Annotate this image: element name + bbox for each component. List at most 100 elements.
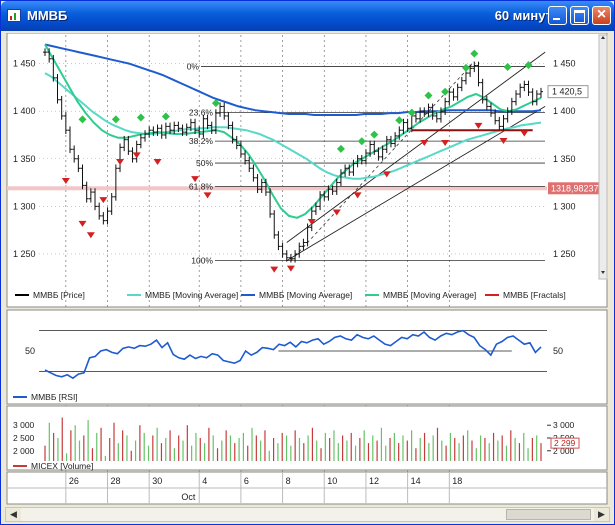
fractal-up-marker [395, 116, 404, 125]
channel-lower [286, 106, 546, 262]
scroll-down-arrow-icon [601, 271, 605, 274]
volume-y-tick-right: 2 000 [553, 446, 575, 456]
date-label: 4 [202, 476, 207, 486]
rsi-line [44, 329, 542, 380]
date-label: 8 [286, 476, 291, 486]
volume-y-tick-left: 2 000 [13, 446, 35, 456]
fractal-up-marker [441, 87, 450, 96]
legend-label-rsi: ММВБ [RSI] [31, 392, 78, 402]
fib-level-label: 100% [191, 256, 213, 266]
fractal-down-marker [307, 218, 316, 225]
fractal-down-marker [420, 139, 429, 146]
legend-label-price: ММВБ [Moving Average] [259, 290, 352, 300]
fractal-up-marker [407, 108, 416, 117]
legend-label-volume: MICEX [Volume] [31, 461, 93, 471]
fractal-down-marker [441, 139, 450, 146]
title-bar[interactable]: ММВБ 60 минут [1, 1, 614, 31]
date-label: 30 [152, 476, 162, 486]
maximize-button[interactable] [570, 6, 589, 25]
level-band [7, 186, 547, 191]
ma-fast-line [44, 44, 542, 219]
scroll-thumb[interactable] [506, 509, 591, 520]
scroll-up-arrow-icon [601, 36, 605, 39]
price-y-tick-left: 1 300 [13, 201, 36, 211]
price-label: 1 420,5 [552, 87, 582, 97]
fractal-down-marker [203, 192, 212, 199]
fractal-down-marker [116, 159, 125, 165]
price-y-tick-right: 1 250 [553, 249, 576, 259]
horizontal-scrollbar[interactable]: ◀ ▶ [5, 507, 610, 522]
date-label: 6 [244, 476, 249, 486]
volume-y-tick-left: 2 500 [13, 433, 35, 443]
scroll-right-arrow-icon[interactable]: ▶ [594, 508, 609, 521]
fractal-up-marker [470, 49, 479, 58]
fractal-up-marker [357, 137, 366, 146]
fractal-up-marker [211, 99, 220, 108]
rsi-panel [6, 309, 608, 405]
scroll-left-arrow-icon[interactable]: ◀ [6, 508, 21, 521]
fractal-up-marker [503, 62, 512, 71]
rsi-y-tick-right: 50 [553, 346, 563, 356]
fractal-down-marker [353, 192, 362, 199]
fib-level-label: 0% [187, 61, 200, 71]
date-label: 12 [369, 476, 379, 486]
price-y-tick-right: 1 350 [553, 154, 576, 164]
level-label-box [548, 182, 604, 195]
fractal-down-marker [99, 197, 108, 204]
volume-y-tick-right: 3 000 [553, 420, 575, 430]
close-button[interactable] [592, 6, 611, 25]
fractal-down-marker [191, 176, 200, 183]
price-y-tick-left: 1 450 [13, 59, 36, 69]
legend-label-price: ММВБ [Moving Average] [145, 290, 238, 300]
fractal-down-marker [78, 220, 87, 227]
price-y-tick-right: 1 450 [553, 59, 576, 69]
price-y-tick-left: 1 350 [13, 154, 36, 164]
price-y-tick-left: 1 250 [13, 249, 36, 259]
legend-label-price: ММВБ [Moving Average] [383, 290, 476, 300]
chart-area[interactable]: 1 450 1 450 1 400 1 400 1 350 1 350 1 300 1 300… [5, 33, 611, 505]
fractal-down-marker [382, 171, 391, 178]
level-label: 1318,98237 [551, 183, 599, 193]
date-label: 26 [69, 476, 79, 486]
fractal-down-marker [332, 209, 341, 216]
fractal-down-marker [153, 159, 162, 165]
window-title: ММВБ [27, 8, 68, 23]
fractal-down-marker [132, 152, 141, 159]
fractal-up-marker [78, 115, 87, 124]
channel-upper [286, 51, 546, 243]
date-label: 14 [411, 476, 421, 486]
ma-medium-line [44, 72, 542, 180]
timeframe-label[interactable]: 60 минут [494, 8, 552, 23]
minimize-button[interactable] [548, 6, 567, 25]
fractal-down-marker [474, 122, 483, 129]
fractal-down-marker [86, 232, 95, 239]
fractal-down-marker [499, 138, 508, 145]
price-vertical-scrollbar [598, 34, 608, 280]
fractal-up-marker [111, 115, 120, 124]
date-label: 10 [327, 476, 337, 486]
date-label: 18 [452, 476, 462, 486]
legend-label-price: ММВБ [Price] [33, 290, 85, 300]
price-y-tick-left: 1 400 [13, 106, 36, 116]
ma-slow-line [44, 43, 542, 116]
fib-level-label: 23.6% [189, 108, 214, 118]
fractal-down-marker [286, 265, 295, 272]
volume-current-label: 2 299 [554, 438, 576, 448]
fractal-up-marker [424, 91, 433, 100]
fractal-up-marker [370, 130, 379, 139]
price-y-tick-right: 1 400 [553, 106, 576, 116]
fractal-up-marker [336, 144, 345, 153]
fractal-down-marker [520, 130, 529, 137]
fractal-up-marker [161, 112, 170, 121]
fib-level-label: 38.2% [189, 136, 214, 146]
fib-level-label: 50% [196, 158, 213, 168]
fractal-up-marker [461, 63, 470, 72]
fractal-down-marker [270, 266, 279, 273]
chart-app-icon [7, 9, 21, 22]
fib-level-label: 61.8% [189, 181, 214, 191]
volume-label-box [550, 437, 580, 449]
month-label: Oct [181, 492, 196, 502]
fractal-up-marker [136, 113, 145, 122]
fractal-down-marker [61, 178, 70, 185]
